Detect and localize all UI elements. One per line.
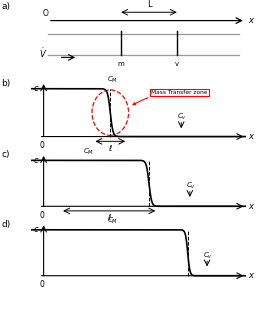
Text: b): b) [1,79,10,88]
Text: Mass Transfer zone: Mass Transfer zone [133,90,208,105]
Text: m: m [118,61,124,67]
Text: $C_v$: $C_v$ [186,181,195,191]
Text: c: c [34,225,38,234]
Text: $\ell$: $\ell$ [107,212,112,222]
Text: O: O [43,9,49,18]
Text: 0: 0 [39,280,44,289]
Text: $\dot{V}$: $\dot{V}$ [39,46,48,60]
Text: d): d) [1,220,10,229]
Text: v: v [175,61,179,67]
Text: L: L [147,0,151,9]
Text: $\ell$: $\ell$ [108,143,113,153]
Text: x: x [248,271,253,280]
Text: 0: 0 [39,211,44,220]
Text: c: c [34,84,38,93]
Text: $C_M$: $C_M$ [107,75,118,85]
Text: a): a) [1,2,10,11]
Text: c): c) [1,150,10,159]
Text: c: c [34,156,38,165]
Text: 0: 0 [39,141,44,150]
Text: $C_M$: $C_M$ [107,216,118,226]
Text: x: x [248,132,253,141]
Text: $C_v$: $C_v$ [203,250,212,261]
Text: x: x [248,202,253,211]
Text: $C_v$: $C_v$ [177,112,187,122]
Text: $C_M$: $C_M$ [83,146,94,157]
Text: x: x [248,16,253,25]
